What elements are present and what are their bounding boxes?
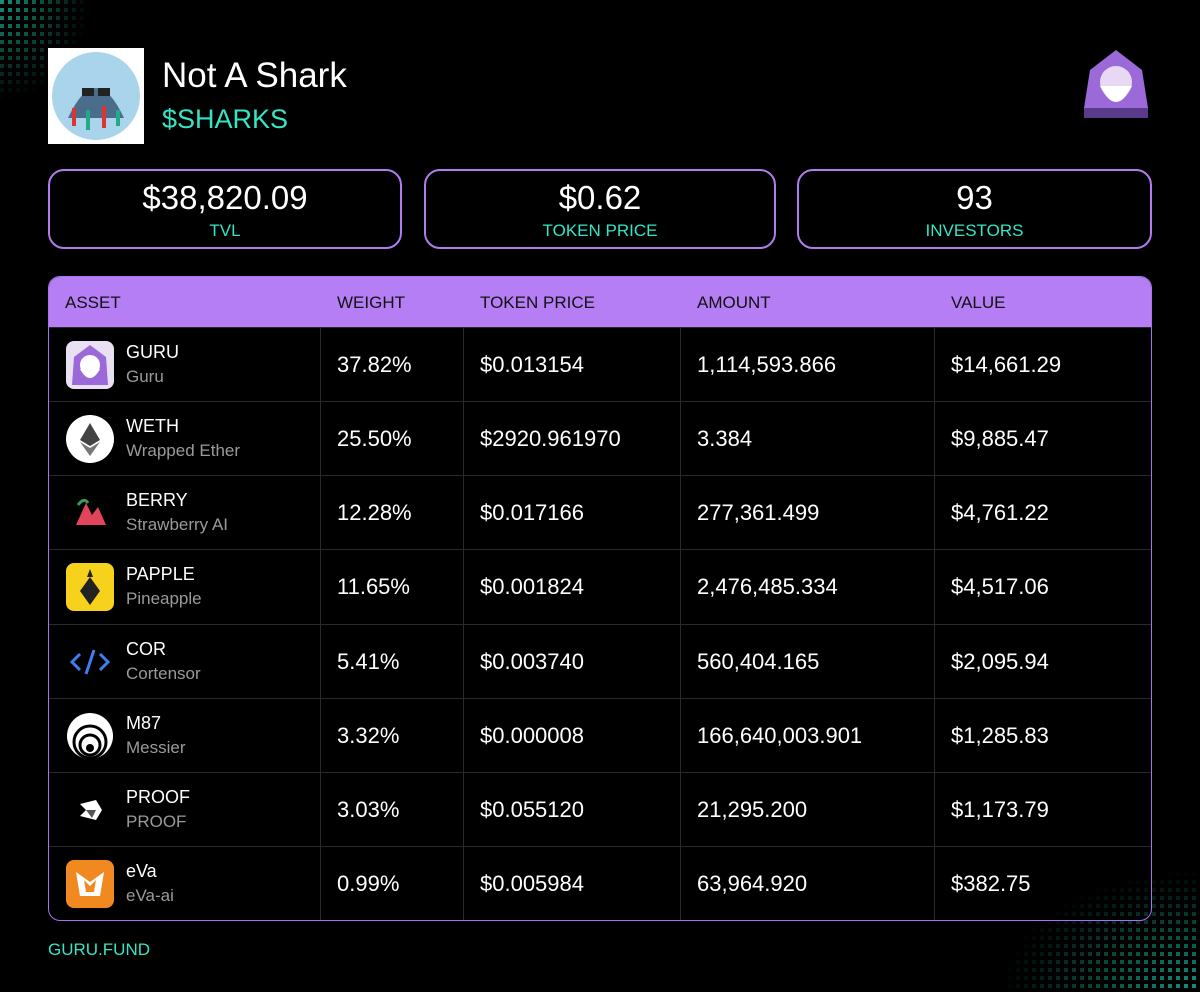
table-row: M87 Messier 3.32% $0.000008 166,640,003.901 $… bbox=[49, 697, 1151, 772]
asset-symbol: COR bbox=[126, 638, 166, 659]
asset-icon-graphic bbox=[67, 712, 113, 760]
stat-label: TVL bbox=[209, 221, 241, 240]
column-header: WEIGHT bbox=[337, 293, 405, 312]
weight: 12.28% bbox=[337, 500, 412, 526]
weight: 5.41% bbox=[337, 648, 400, 674]
asset-icon bbox=[66, 489, 114, 537]
asset-symbol: eVa bbox=[126, 860, 157, 881]
token-price: $0.003740 bbox=[480, 648, 584, 674]
amount: 63,964.920 bbox=[697, 870, 808, 896]
weight: 3.32% bbox=[337, 722, 400, 748]
asset-icon bbox=[66, 638, 114, 686]
column-header: AMOUNT bbox=[697, 293, 771, 312]
amount: 1,114,593.866 bbox=[697, 352, 837, 378]
amount: 2,476,485.334 bbox=[697, 574, 838, 600]
column-header: TOKEN PRICE bbox=[480, 293, 595, 312]
table-row: eVa eVa-ai 0.99% $0.005984 63,964.920 $382.75 bbox=[49, 845, 1151, 920]
value: $14,661.29 bbox=[951, 352, 1062, 378]
asset-symbol: M87 bbox=[126, 712, 162, 733]
asset-icon bbox=[66, 859, 114, 908]
asset-symbol: PROOF bbox=[126, 786, 191, 807]
weight: 25.50% bbox=[337, 426, 412, 452]
token-price: $0.017166 bbox=[480, 500, 584, 526]
asset-symbol: GURU bbox=[126, 342, 179, 363]
asset-icon-graphic bbox=[69, 649, 111, 675]
asset-icon bbox=[66, 712, 114, 760]
table-row: WETH Wrapped Ether 25.50% $2920.961970 3.384… bbox=[49, 401, 1151, 475]
amount: 3.384 bbox=[697, 426, 753, 452]
amount: 21,295.200 bbox=[697, 796, 808, 822]
asset-icon-graphic bbox=[66, 563, 114, 612]
asset-name: Messier bbox=[126, 737, 186, 757]
fund-ticker: $SHARKS bbox=[162, 104, 289, 134]
asset-name: PROOF bbox=[126, 811, 187, 831]
column-header: ASSET bbox=[65, 293, 121, 312]
holdings-table: ASSET WEIGHT TOKEN PRICE AMOUNT VALUE GURU Gu… bbox=[48, 276, 1152, 921]
asset-symbol: PAPPLE bbox=[126, 564, 195, 585]
asset-icon-graphic bbox=[66, 341, 114, 390]
asset-name: Wrapped Ether bbox=[126, 441, 241, 461]
asset-icon-graphic bbox=[66, 859, 114, 908]
token-price: $0.013154 bbox=[480, 352, 584, 378]
table-row: PAPPLE Pineapple 11.65% $0.001824 2,476,485.… bbox=[49, 549, 1151, 623]
token-price: $0.005984 bbox=[480, 870, 584, 896]
value: $9,885.47 bbox=[951, 426, 1049, 452]
asset-icon-graphic bbox=[80, 799, 102, 820]
stat-label: INVESTORS bbox=[925, 221, 1024, 240]
asset-icon bbox=[66, 563, 114, 612]
weight: 3.03% bbox=[337, 796, 400, 822]
stat-label: TOKEN PRICE bbox=[542, 221, 658, 240]
value: $382.75 bbox=[951, 870, 1031, 896]
asset-icon-graphic bbox=[76, 499, 106, 526]
stat-card: $0.62 TOKEN PRICE bbox=[424, 169, 776, 249]
stat-value: $38,820.09 bbox=[142, 179, 308, 216]
table-row: COR Cortensor 5.41% $0.003740 560,404.165 $2,… bbox=[49, 623, 1151, 698]
stat-value: $0.62 bbox=[558, 179, 642, 216]
amount: 560,404.165 bbox=[697, 648, 820, 674]
column-header: VALUE bbox=[951, 293, 1006, 312]
asset-icon bbox=[66, 786, 114, 834]
amount: 166,640,003.901 bbox=[697, 722, 863, 748]
value: $4,761.22 bbox=[951, 500, 1049, 526]
table-row: BERRY Strawberry AI 12.28% $0.017166 277,361… bbox=[49, 475, 1151, 549]
weight: 37.82% bbox=[337, 352, 412, 378]
asset-symbol: BERRY bbox=[126, 490, 188, 511]
asset-name: Pineapple bbox=[126, 589, 202, 609]
stat-card: 93 INVESTORS bbox=[797, 169, 1152, 249]
table-header: ASSET WEIGHT TOKEN PRICE AMOUNT VALUE bbox=[49, 277, 1151, 327]
value: $2,095.94 bbox=[951, 648, 1049, 674]
asset-name: Cortensor bbox=[126, 663, 201, 683]
table-row: PROOF PROOF 3.03% $0.055120 21,295.200 $1,173… bbox=[49, 771, 1151, 846]
asset-name: Strawberry AI bbox=[126, 515, 229, 535]
asset-icon bbox=[66, 341, 114, 390]
token-price: $0.001824 bbox=[480, 574, 584, 600]
asset-name: Guru bbox=[126, 367, 164, 387]
weight: 11.65% bbox=[337, 574, 410, 600]
amount: 277,361.499 bbox=[697, 500, 820, 526]
stat-value: 93 bbox=[956, 179, 993, 216]
value: $1,173.79 bbox=[951, 796, 1049, 822]
fund-name: Not A Shark bbox=[162, 56, 347, 95]
value: $1,285.83 bbox=[951, 722, 1049, 748]
table-row: GURU Guru 37.82% $0.013154 1,114,593.866 $14,… bbox=[49, 327, 1151, 401]
weight: 0.99% bbox=[337, 870, 400, 896]
stat-card: $38,820.09 TVL bbox=[48, 169, 402, 249]
asset-name: eVa-ai bbox=[126, 885, 174, 905]
asset-symbol: WETH bbox=[126, 416, 179, 437]
asset-icon bbox=[66, 415, 114, 464]
fund-logo bbox=[48, 48, 144, 144]
asset-icon-graphic bbox=[66, 415, 114, 464]
token-price: $0.000008 bbox=[480, 722, 584, 748]
token-price: $0.055120 bbox=[480, 796, 584, 822]
token-price: $2920.961970 bbox=[480, 426, 621, 452]
guru-avatar bbox=[1084, 50, 1148, 118]
value: $4,517.06 bbox=[951, 574, 1049, 600]
footer-brand: GURU.FUND bbox=[48, 940, 150, 959]
